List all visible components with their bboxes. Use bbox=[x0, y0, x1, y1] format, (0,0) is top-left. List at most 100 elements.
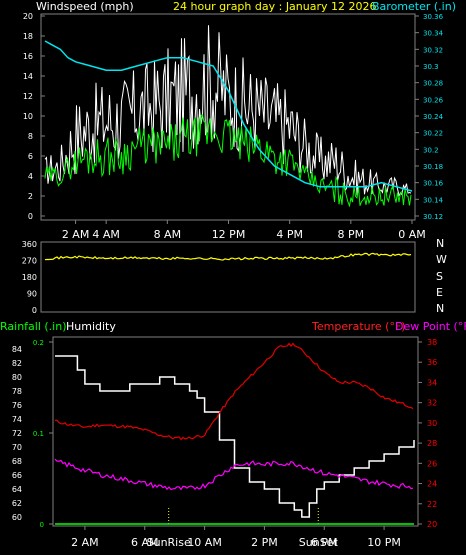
baro-y-tick-label: 30.36 bbox=[423, 13, 444, 21]
wind-x-tick-label: 0 AM bbox=[398, 228, 426, 241]
wind-y-tick-label: 10 bbox=[23, 112, 33, 121]
wind-direction-series bbox=[44, 252, 412, 261]
dewpoint-line bbox=[54, 458, 414, 491]
wind-axis-label: Windspeed (mph) bbox=[36, 0, 134, 13]
wind-x-tick-label: 8 AM bbox=[154, 228, 182, 241]
baro-y-tick-label: 30.24 bbox=[423, 113, 444, 121]
direction-y-tick-label: 360 bbox=[22, 240, 37, 249]
temp-y-tick-label: 24 bbox=[427, 480, 437, 489]
temp-y-tick-label: 30 bbox=[427, 419, 437, 428]
temperature-line bbox=[54, 342, 414, 441]
sun-marker-label: SunSet bbox=[299, 536, 339, 549]
rain-legend-label: Rainfall (.in) bbox=[0, 320, 67, 333]
compass-label: S bbox=[436, 270, 443, 283]
wind-gust-line bbox=[44, 25, 412, 197]
barometer-y-ticks: 30.12 30.14 30.16 30.18 30.2 30.22 30.24 30.26 3… bbox=[415, 13, 444, 221]
wind-average-line bbox=[44, 114, 412, 208]
rain-y-tick-label: 0.1 bbox=[33, 430, 44, 438]
wind-y-tick-label: 16 bbox=[23, 52, 33, 61]
humidity-series bbox=[55, 355, 415, 518]
compass-label: N bbox=[436, 237, 444, 250]
humidity-y-tick-label: 80 bbox=[12, 373, 22, 382]
temp-x-ticks: 2 AM 6 AM 10 AM 2 PM 6 PM 10 PM bbox=[71, 526, 401, 549]
barometer-series bbox=[44, 40, 413, 192]
temp-y-tick-label: 36 bbox=[427, 358, 437, 367]
compass-label: W bbox=[436, 253, 447, 266]
wind-x-tick-label: 2 AM bbox=[62, 228, 90, 241]
wind-y-ticks: 0 2 4 6 8 10 12 14 16 18 20 bbox=[23, 12, 45, 221]
wind-y-tick-label: 14 bbox=[23, 72, 33, 81]
direction-y-ticks: 0 90 180 270 360 bbox=[22, 240, 37, 315]
graph-title: 24 hour graph day : January 12 2026 bbox=[173, 0, 377, 13]
temp-y-tick-label: 34 bbox=[427, 378, 437, 387]
compass-label: N bbox=[436, 302, 444, 315]
humidity-y-tick-label: 84 bbox=[12, 345, 22, 354]
wind-gust-series bbox=[44, 25, 412, 197]
baro-y-tick-label: 30.3 bbox=[423, 63, 439, 71]
temp-x-tick-label: 2 PM bbox=[251, 536, 278, 549]
barometer-line bbox=[44, 40, 413, 192]
direction-y-tick-label: 180 bbox=[22, 273, 37, 282]
wind-average-series bbox=[44, 114, 412, 208]
humidity-y-tick-label: 74 bbox=[12, 415, 22, 424]
wind-y-tick-label: 20 bbox=[23, 12, 33, 21]
temp-y-tick-label: 32 bbox=[427, 399, 437, 408]
baro-y-tick-label: 30.28 bbox=[423, 80, 443, 88]
wind-y-tick-label: 4 bbox=[28, 172, 33, 181]
humidity-y-tick-label: 70 bbox=[12, 443, 22, 452]
direction-y-tick-label: 90 bbox=[27, 290, 37, 299]
temp-x-tick-label: 2 AM bbox=[71, 536, 99, 549]
humidity-y-tick-label: 68 bbox=[12, 457, 22, 466]
temp-y-tick-label: 26 bbox=[427, 459, 437, 468]
wind-y-tick-label: 0 bbox=[28, 212, 33, 221]
temperature-humidity-chart: SunRise SunSet 60 62 64 66 68 70 72 74 76 78 80 82 84… bbox=[12, 336, 437, 549]
wind-x-tick-label: 4 AM bbox=[92, 228, 120, 241]
temp-x-tick-label: 10 PM bbox=[367, 536, 401, 549]
humidity-y-tick-label: 60 bbox=[12, 513, 22, 522]
sun-markers: SunRise SunSet bbox=[147, 508, 339, 549]
wind-x-tick-label: 4 PM bbox=[276, 228, 303, 241]
baro-y-tick-label: 30.22 bbox=[423, 130, 443, 138]
baro-y-tick-label: 30.32 bbox=[423, 46, 443, 54]
humidity-y-tick-label: 78 bbox=[12, 387, 22, 396]
wind-y-tick-label: 12 bbox=[23, 92, 33, 101]
rain-y-tick-label: 0.2 bbox=[33, 339, 44, 347]
humidity-y-ticks: 60 62 64 66 68 70 72 74 76 78 80 82 84 bbox=[12, 345, 22, 522]
direction-plot-frame bbox=[40, 241, 416, 313]
sun-marker-label: SunRise bbox=[147, 536, 191, 549]
wind-y-tick-label: 8 bbox=[28, 132, 33, 141]
temp-x-tick-label: 6 AM bbox=[131, 536, 159, 549]
wind-direction-line bbox=[44, 252, 412, 261]
temp-x-tick-label: 6 PM bbox=[311, 536, 338, 549]
baro-y-tick-label: 30.2 bbox=[423, 146, 439, 154]
wind-x-tick-label: 12 PM bbox=[212, 228, 246, 241]
wind-y-tick-label: 18 bbox=[23, 32, 33, 41]
humidity-y-tick-label: 82 bbox=[12, 359, 22, 368]
baro-y-tick-label: 30.14 bbox=[423, 196, 444, 204]
humidity-line bbox=[55, 355, 415, 518]
baro-y-tick-label: 30.12 bbox=[423, 213, 443, 221]
temperature-legend-label: Temperature (°F) bbox=[311, 320, 406, 333]
temperature-y-ticks: 20 22 24 26 28 30 32 34 36 38 bbox=[418, 338, 437, 529]
temp-plot-frame bbox=[52, 336, 419, 527]
dewpoint-series bbox=[54, 458, 414, 491]
baro-y-tick-label: 30.16 bbox=[423, 180, 444, 188]
temp-y-tick-label: 38 bbox=[427, 338, 437, 347]
wind-x-ticks: 2 AM 4 AM 8 AM 12 PM 4 PM 8 PM 0 AM bbox=[62, 220, 426, 241]
temp-y-tick-label: 20 bbox=[427, 520, 437, 529]
baro-y-tick-label: 30.18 bbox=[423, 163, 443, 171]
humidity-y-tick-label: 66 bbox=[12, 471, 22, 480]
temp-x-tick-label: 10 AM bbox=[187, 536, 222, 549]
wind-y-tick-label: 2 bbox=[28, 192, 33, 201]
humidity-legend-label: Humidity bbox=[66, 320, 116, 333]
temperature-series bbox=[54, 342, 414, 441]
wind-barometer-chart: 0 2 4 6 8 10 12 14 16 18 20 30.12 30.14 30.16 30.18 30… bbox=[23, 12, 444, 241]
direction-y-tick-label: 0 bbox=[32, 306, 37, 315]
humidity-y-tick-label: 62 bbox=[12, 499, 22, 508]
baro-y-tick-label: 30.34 bbox=[423, 30, 444, 38]
wind-y-tick-label: 6 bbox=[28, 152, 33, 161]
wind-x-tick-label: 8 PM bbox=[338, 228, 365, 241]
